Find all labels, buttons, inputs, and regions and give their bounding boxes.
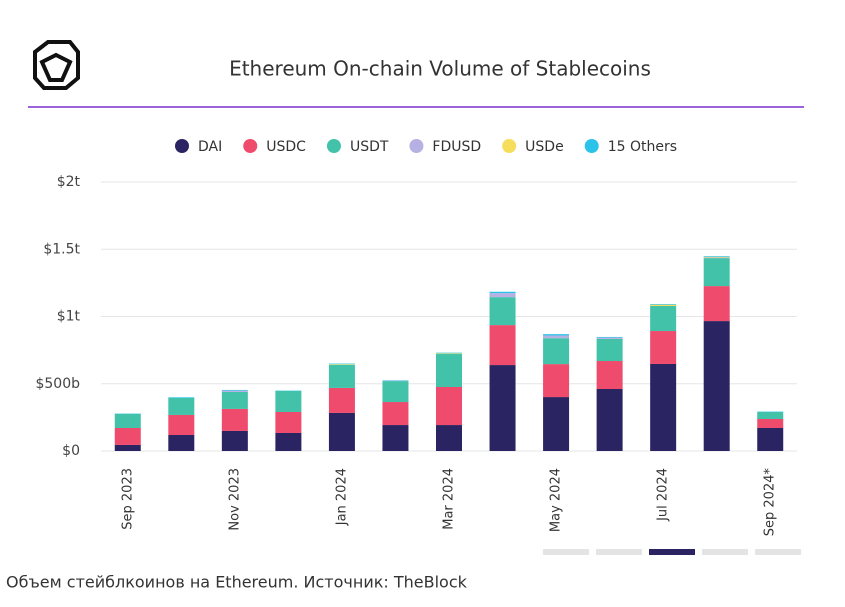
bar-segment — [221, 430, 248, 451]
bar-segment — [168, 397, 195, 399]
bar-segment — [596, 336, 623, 338]
legend-swatch — [243, 139, 258, 153]
bar-segment — [596, 337, 623, 339]
y-tick-label: $500b — [35, 376, 80, 392]
bar-segment — [489, 293, 516, 298]
bar-segment — [650, 304, 677, 307]
bar-segment — [382, 381, 409, 403]
legend-label: USDT — [350, 139, 389, 155]
caption: Объем стейблкоинов на Ethereum. Источник… — [6, 573, 468, 592]
bar-segment — [436, 353, 462, 355]
x-tick-label: Nov 2023 — [227, 468, 242, 531]
bar-segment — [328, 364, 355, 365]
bar-segment — [650, 306, 677, 332]
bar-segment — [703, 256, 730, 257]
y-tick-label: $1t — [57, 309, 81, 325]
legend-swatch — [502, 139, 517, 153]
bar-segment — [328, 364, 355, 388]
legend-label: USDC — [266, 139, 306, 155]
bar-segment — [221, 391, 248, 409]
bar-segment — [703, 321, 730, 451]
bar-segment — [650, 303, 677, 305]
y-tick-label: $0 — [62, 443, 80, 459]
bar-segment — [221, 389, 248, 391]
bar-segment — [703, 257, 730, 259]
bar-segment — [596, 338, 623, 362]
bar-segment — [382, 402, 409, 426]
legend-label: 15 Others — [608, 139, 677, 155]
bar-segment — [275, 432, 302, 451]
logo — [33, 40, 80, 90]
legend-swatch — [584, 139, 599, 153]
bar-segment — [543, 397, 570, 451]
bar-segment — [328, 363, 355, 365]
bar-segment — [489, 297, 516, 326]
legend-swatch — [175, 139, 189, 153]
y-tick-label: $2t — [57, 174, 81, 190]
bar-segment — [596, 361, 623, 389]
x-tick-label: Sep 2024* — [763, 468, 778, 537]
bar-segment — [436, 354, 462, 387]
bar-segment — [221, 408, 248, 431]
bar-segment — [436, 425, 462, 451]
bar-segment — [436, 352, 462, 354]
legend-label: USDe — [525, 139, 564, 155]
bar-segment — [168, 398, 195, 415]
bar-segment — [703, 286, 730, 322]
bar-segment — [543, 338, 570, 365]
legend-swatch — [409, 139, 424, 153]
x-tick-label: May 2024 — [549, 468, 564, 532]
y-tick-label: $1.5t — [43, 241, 80, 257]
bar-segment — [543, 334, 570, 336]
bar-segment — [489, 365, 516, 451]
chart-title: Ethereum On-chain Volume of Stablecoins — [229, 57, 651, 81]
bar-segment — [757, 418, 784, 429]
bar-segment — [168, 434, 195, 451]
bar-segment — [757, 411, 784, 419]
bar-segment — [650, 331, 677, 364]
bar-segment — [703, 258, 730, 287]
bar-segment — [114, 428, 141, 445]
bar-segment — [221, 390, 248, 392]
bar-segment — [650, 363, 677, 451]
bar-segment — [757, 428, 784, 451]
bar-segment — [703, 256, 730, 258]
bar-segment — [436, 386, 462, 426]
bar-segment — [328, 412, 355, 451]
bar-segment — [168, 414, 195, 435]
bar-segment — [382, 425, 409, 451]
bar-segment — [543, 335, 570, 339]
bar-segment — [489, 291, 516, 294]
bar-segment — [114, 414, 141, 429]
pager — [543, 549, 801, 555]
legend-label: FDUSD — [432, 139, 481, 155]
bar-segment — [275, 411, 302, 433]
bar-segment — [328, 387, 355, 413]
x-tick-label: Jan 2024 — [334, 468, 349, 526]
bar-segment — [114, 444, 141, 451]
bar-segment — [596, 388, 623, 451]
x-tick-label: Sep 2023 — [120, 468, 135, 530]
legend-swatch — [326, 139, 341, 153]
bar-segment — [489, 325, 516, 366]
legend-label: DAI — [198, 139, 222, 155]
bar-segment — [275, 391, 302, 412]
bar-segment — [543, 364, 570, 398]
x-tick-label: Jul 2024 — [656, 468, 671, 522]
x-tick-label: Mar 2024 — [442, 468, 457, 530]
